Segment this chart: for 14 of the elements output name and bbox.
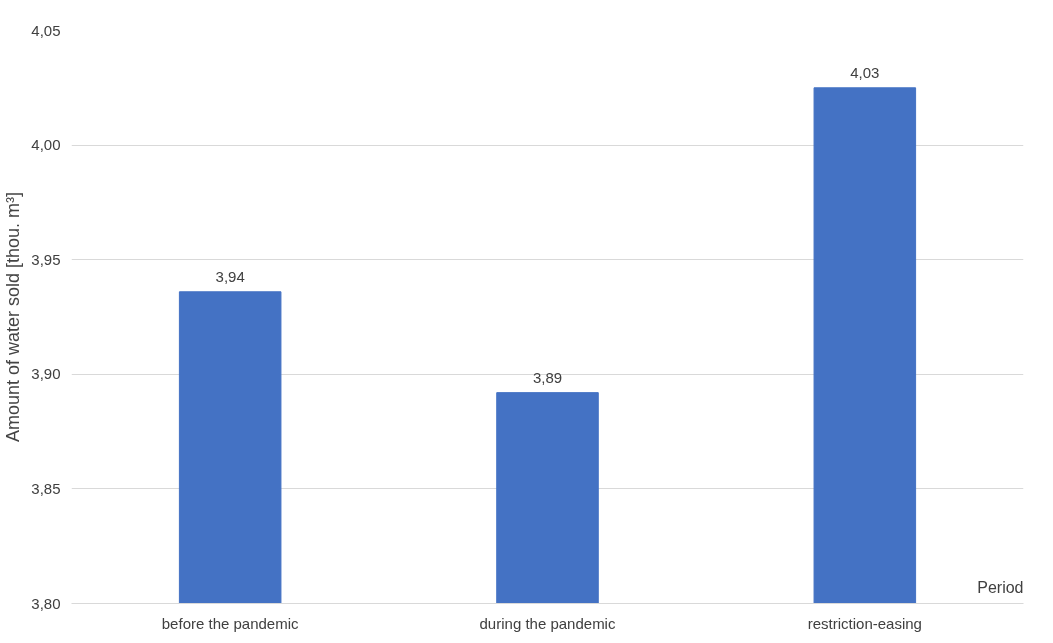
x-tick-label: before the pandemic xyxy=(161,614,300,632)
y-tick-label: 4,00 xyxy=(31,136,61,154)
y-tick-label: 3,90 xyxy=(31,365,61,383)
y-tick-label: 3,80 xyxy=(31,594,61,612)
x-tick-label: during the pandemic xyxy=(479,614,616,632)
data-label: 3,94 xyxy=(215,267,245,285)
y-axis-title: Amount of water sold [thou. m³] xyxy=(3,191,24,443)
y-tick-label: 4,05 xyxy=(31,21,61,39)
x-axis-title: Period xyxy=(977,578,1024,596)
x-tick-label: restriction-easing xyxy=(807,614,922,632)
data-label: 3,89 xyxy=(532,368,563,386)
y-tick-label: 3,85 xyxy=(31,479,61,497)
y-tick-label: 3,95 xyxy=(31,250,61,268)
data-label: 4,03 xyxy=(850,63,880,81)
